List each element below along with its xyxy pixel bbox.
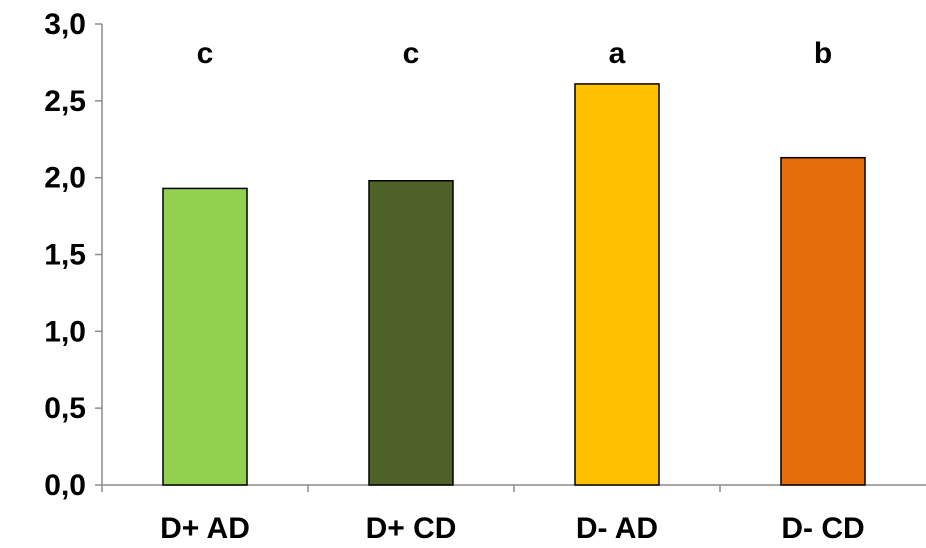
y-tick-label: 1,5: [44, 239, 86, 272]
category-label: D- CD: [781, 512, 864, 545]
y-tick-label: 2,0: [44, 162, 86, 195]
category-labels: D+ AD D+ CD D- AD D- CD: [160, 512, 865, 545]
y-tick-label: 0,0: [44, 469, 86, 502]
bar: [780, 156, 866, 486]
category-label: D+ AD: [160, 512, 250, 545]
y-tick-label: 2,5: [44, 85, 86, 118]
bars: [162, 83, 866, 486]
y-tick-label: 3,0: [44, 8, 86, 41]
category-label: D+ CD: [366, 512, 457, 545]
bar: [162, 187, 248, 486]
significance-letter: c: [403, 37, 420, 70]
significance-letter: c: [197, 37, 214, 70]
category-label: D- AD: [576, 512, 658, 545]
bar: [368, 179, 454, 486]
y-tick-label: 1,0: [44, 315, 86, 348]
y-tick-label: 0,5: [44, 392, 86, 425]
x-axis: [101, 484, 926, 492]
significance-letter: b: [814, 37, 832, 70]
y-axis: 0,0 0,5 1,0 1,5 2,0 2,5 3,0: [44, 8, 103, 502]
bar: [574, 83, 660, 486]
significance-letter: a: [609, 37, 626, 70]
